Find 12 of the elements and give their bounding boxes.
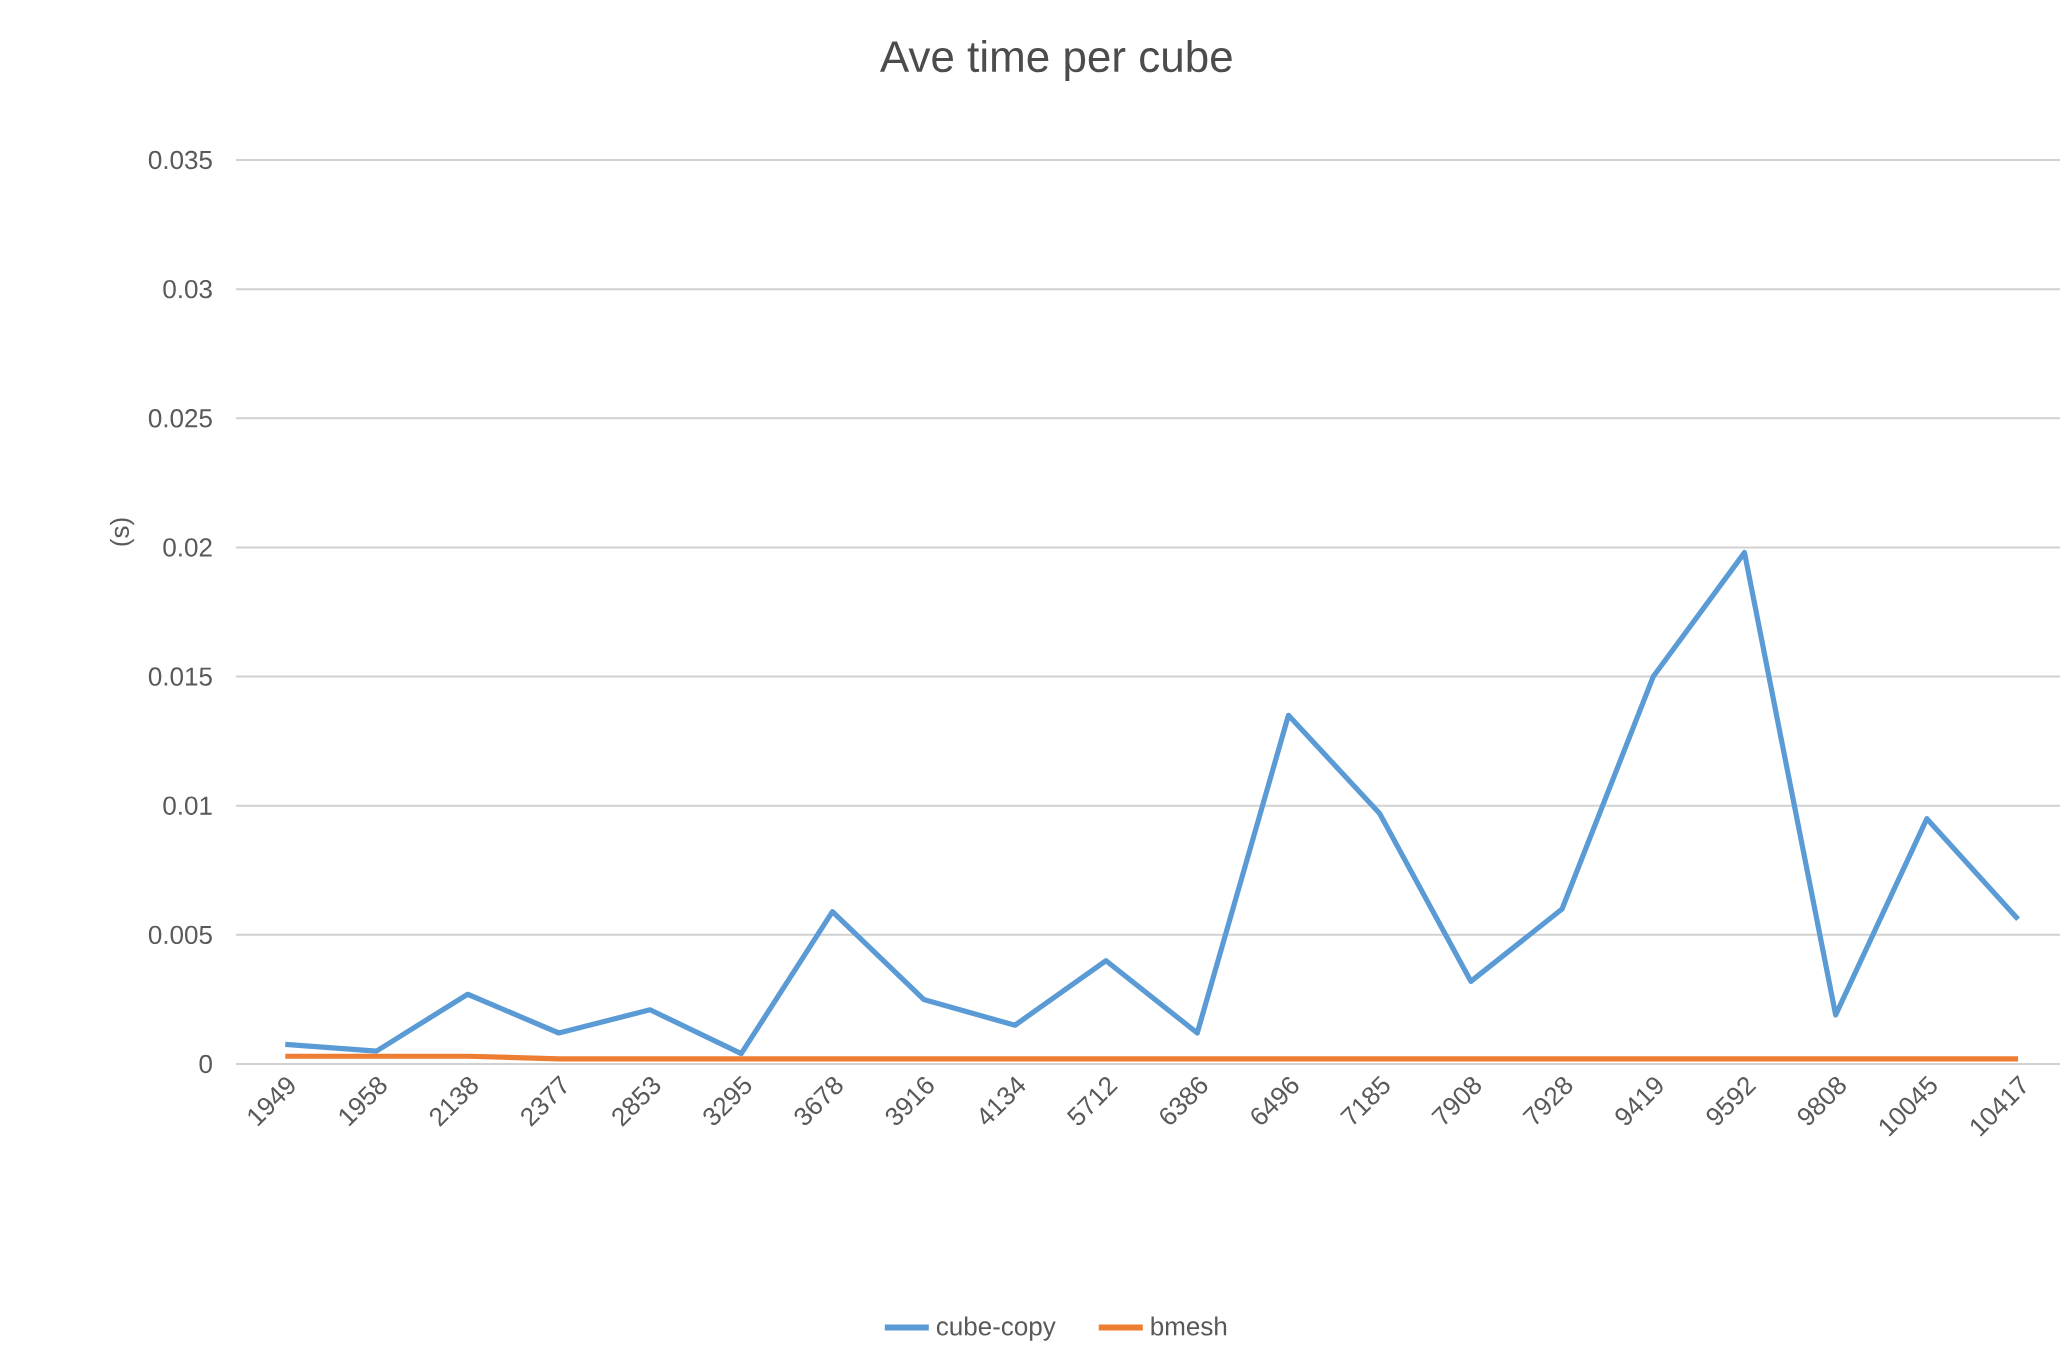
legend-label: bmesh [1151, 1316, 1227, 1336]
y-axis-title: (s) [109, 518, 135, 546]
y-tick-label: 0.015 [148, 667, 212, 686]
y-tick-label: 0.03 [163, 279, 212, 299]
y-tick-label: 0.025 [148, 408, 212, 428]
legend-label: cube-copy [936, 1316, 1056, 1341]
y-tick-label: 0 [199, 1054, 212, 1074]
chart-title: Ave time per cube [879, 39, 1232, 81]
y-tick-label: 0.01 [163, 796, 212, 815]
y-tick-label: 0.035 [148, 150, 212, 170]
y-tick-label: 0.02 [163, 538, 212, 557]
y-tick-label: 0.005 [148, 925, 212, 944]
